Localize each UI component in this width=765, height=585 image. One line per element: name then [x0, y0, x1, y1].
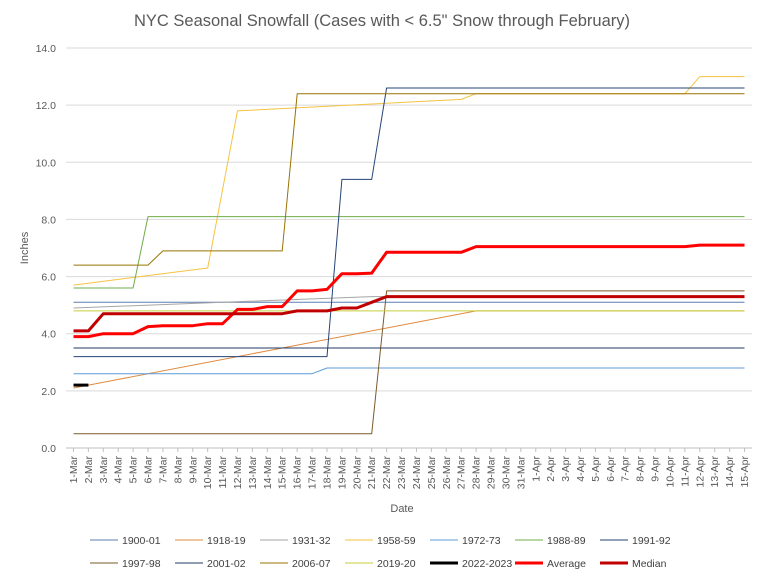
- x-tick-label: 29-Mar: [486, 456, 498, 490]
- x-tick-label: 22-Mar: [381, 456, 393, 490]
- x-axis-ticks: 1-Mar 2-Mar 3-Mar 4-Mar 5-Mar 6-Mar 7-Mar 8-Mar…: [68, 448, 751, 489]
- x-tick-label: 17-Mar: [307, 456, 319, 490]
- y-tick-label: 8.0: [41, 214, 56, 226]
- x-tick-label: 28-Mar: [471, 456, 483, 490]
- series-line-1991-92: [73, 87, 745, 358]
- y-axis-ticks: 0.0 2.0 4.0 6.0 8.0 10.0 12.0 14.0: [36, 43, 57, 455]
- legend: 1900-01 1918-19 1931-32 1958-59 1972-73 1988-…: [90, 535, 671, 570]
- y-tick-label: 4.0: [41, 329, 56, 341]
- legend-label: 1972-73: [462, 535, 501, 547]
- legend-label: 1918-19: [207, 535, 246, 547]
- x-tick-label: 2-Mar: [83, 455, 95, 483]
- y-tick-label: 12.0: [36, 100, 57, 112]
- x-tick-label: 9-Apr: [650, 456, 662, 482]
- x-tick-label: 14-Apr: [724, 455, 736, 487]
- series-lines: [73, 76, 745, 435]
- legend-label: 1988-89: [547, 535, 586, 547]
- legend-label: Median: [632, 558, 667, 570]
- legend-label: 2019-20: [377, 558, 416, 570]
- x-tick-label: 7-Mar: [157, 455, 169, 483]
- legend-label: 1900-01: [122, 535, 161, 547]
- x-tick-label: 12-Mar: [232, 456, 244, 490]
- x-tick-label: 8-Mar: [172, 455, 184, 483]
- series-line-1988-89: [73, 216, 745, 289]
- series-line-1997-98: [73, 290, 745, 435]
- y-tick-label: 6.0: [41, 272, 56, 284]
- x-tick-label: 30-Mar: [500, 456, 512, 490]
- x-tick-label: 6-Mar: [143, 455, 155, 483]
- x-tick-label: 10-Mar: [202, 456, 214, 490]
- x-tick-label: 19-Mar: [336, 456, 348, 490]
- x-tick-label: 2-Apr: [545, 456, 557, 482]
- x-tick-label: 13-Mar: [247, 456, 259, 490]
- x-tick-label: 12-Apr: [694, 455, 706, 487]
- x-tick-label: 8-Apr: [635, 456, 647, 482]
- x-tick-label: 1-Apr: [530, 456, 542, 482]
- series-line-1918-19: [73, 310, 745, 389]
- x-tick-label: 9-Mar: [187, 455, 199, 483]
- x-tick-label: 27-Mar: [456, 456, 468, 490]
- y-axis-label: Inches: [19, 231, 31, 264]
- series-line-1972-73: [73, 367, 745, 375]
- x-tick-label: 10-Apr: [664, 455, 676, 487]
- legend-label: 1997-98: [122, 558, 161, 570]
- x-tick-label: 11-Apr: [679, 456, 691, 487]
- x-tick-label: 16-Mar: [292, 456, 304, 490]
- legend-label: Average: [547, 558, 586, 570]
- x-tick-label: 3-Apr: [560, 456, 572, 482]
- x-tick-label: 23-Mar: [396, 456, 408, 490]
- legend-label: 2006-07: [292, 558, 331, 570]
- y-tick-label: 10.0: [36, 157, 57, 169]
- gridlines: [66, 47, 752, 449]
- x-tick-label: 25-Mar: [426, 456, 438, 490]
- legend-label: 1931-32: [292, 535, 331, 547]
- y-tick-label: 14.0: [36, 43, 57, 55]
- x-tick-label: 14-Mar: [262, 456, 274, 490]
- series-line-1958-59: [73, 76, 745, 286]
- x-tick-label: 7-Apr: [620, 456, 632, 482]
- x-tick-label: 18-Mar: [321, 456, 333, 490]
- x-tick-label: 11-Mar: [217, 456, 229, 489]
- x-tick-label: 13-Apr: [709, 455, 721, 487]
- x-tick-label: 20-Mar: [351, 456, 363, 490]
- x-tick-label: 15-Apr: [739, 455, 751, 487]
- chart-title: NYC Seasonal Snowfall (Cases with < 6.5"…: [134, 12, 630, 30]
- series-line-Average: [73, 243, 745, 339]
- x-tick-label: 3-Mar: [98, 455, 110, 483]
- x-tick-label: 24-Mar: [411, 456, 423, 490]
- legend-label: 2001-02: [207, 558, 246, 570]
- legend-label: 2022-2023: [462, 558, 512, 570]
- legend-label: 1958-59: [377, 535, 416, 547]
- x-tick-label: 26-Mar: [441, 456, 453, 490]
- x-tick-label: 5-Apr: [590, 456, 602, 482]
- y-tick-label: 0.0: [41, 443, 56, 455]
- x-tick-label: 21-Mar: [366, 456, 378, 490]
- series-line-Median: [73, 295, 745, 333]
- x-tick-label: 4-Mar: [113, 455, 125, 483]
- x-tick-label: 6-Apr: [605, 456, 617, 482]
- legend-label: 1991-92: [632, 535, 671, 547]
- x-tick-label: 15-Mar: [277, 456, 289, 490]
- x-tick-label: 4-Apr: [575, 456, 587, 482]
- x-tick-label: 31-Mar: [515, 456, 527, 490]
- y-tick-label: 2.0: [41, 386, 56, 398]
- series-line-2006-07: [73, 93, 745, 266]
- x-tick-label: 5-Mar: [128, 455, 140, 483]
- x-axis-label: Date: [390, 503, 413, 515]
- x-tick-label: 1-Mar: [68, 455, 80, 483]
